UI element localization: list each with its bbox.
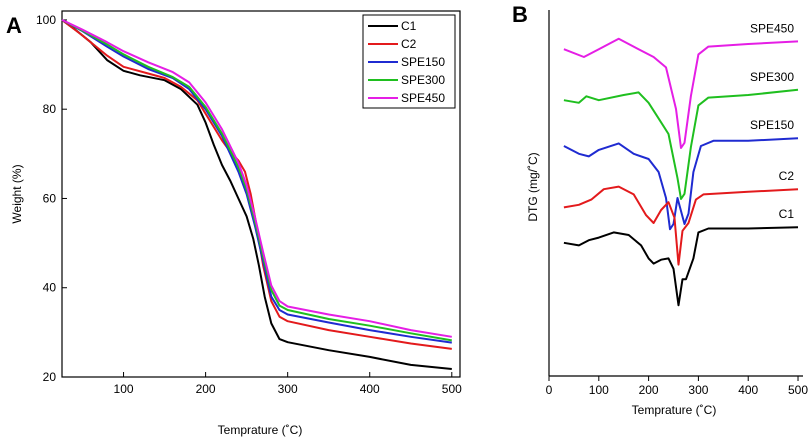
panel-b-xtick-label: 300 <box>688 383 708 397</box>
legend-label-spe450: SPE450 <box>401 91 445 105</box>
panel-a-axis-ticks: 100 200 300 400 500 20 40 60 80 100 <box>36 13 462 396</box>
dtg-curve-c1 <box>563 226 799 307</box>
panel-b: B 0 100 200 300 400 500 SPE450 SPE300 SPE150 C2 C… <box>512 2 808 417</box>
legend-label-spe300: SPE300 <box>401 73 445 87</box>
panel-b-xtick-label: 200 <box>639 383 659 397</box>
panel-a-xtick-label: 400 <box>360 382 380 396</box>
panel-a-ylabel: Weight (%) <box>10 164 24 223</box>
panel-a-xtick-label: 100 <box>114 382 134 396</box>
curve-label-c2: C2 <box>779 169 795 183</box>
panel-b-series-group <box>563 37 799 307</box>
panel-a: A 100 200 300 400 500 20 40 60 80 100 Temprature … <box>6 10 462 437</box>
curve-label-spe300: SPE300 <box>750 70 794 84</box>
panel-b-xlabel: Temprature (˚C) <box>632 403 717 417</box>
panel-a-ytick-label: 40 <box>43 281 57 295</box>
panel-b-axis-ticks: 0 100 200 300 400 500 <box>546 376 808 397</box>
panel-a-label: A <box>6 13 22 38</box>
series-line-spe450 <box>61 18 452 338</box>
panel-a-xtick-label: 200 <box>196 382 216 396</box>
panel-a-ytick-label: 60 <box>43 191 57 205</box>
panel-a-legend-entries: C1 C2 SPE150 SPE300 SPE450 <box>368 19 445 105</box>
series-line-spe150 <box>61 19 452 344</box>
legend-label-spe150: SPE150 <box>401 55 445 69</box>
panel-a-legend: C1 C2 SPE150 SPE300 SPE450 <box>362 14 456 109</box>
panel-a-frame <box>61 10 461 378</box>
panel-b-ylabel: DTG (mg/˚C) <box>526 152 540 221</box>
panel-b-curve-labels: SPE450 SPE300 SPE150 C2 C1 <box>750 21 794 221</box>
panel-a-series-group <box>61 18 452 370</box>
panel-b-xtick-label: 500 <box>788 383 808 397</box>
panel-a-ytick-label: 100 <box>36 13 56 27</box>
dtg-curve-spe150 <box>563 137 799 231</box>
panel-b-label: B <box>512 2 528 27</box>
curve-label-spe150: SPE150 <box>750 118 794 132</box>
dtg-curve-c2 <box>563 185 799 266</box>
curve-label-c1: C1 <box>779 207 795 221</box>
dtg-curve-spe300 <box>563 88 799 200</box>
series-line-spe300 <box>61 19 452 342</box>
panel-a-xlabel: Temprature (˚C) <box>218 423 303 437</box>
panel-a-xtick-label: 300 <box>278 382 298 396</box>
dtg-curve-spe450 <box>563 37 799 149</box>
panel-b-xtick-label: 400 <box>738 383 758 397</box>
panel-a-ytick-label: 20 <box>43 370 57 384</box>
panel-b-xtick-label: 100 <box>589 383 609 397</box>
legend-label-c2: C2 <box>401 37 417 51</box>
panel-a-ytick-label: 80 <box>43 102 57 116</box>
panel-a-xtick-label: 500 <box>442 382 462 396</box>
curve-label-spe450: SPE450 <box>750 21 794 35</box>
panel-b-xtick-label: 0 <box>546 383 553 397</box>
legend-label-c1: C1 <box>401 19 417 33</box>
series-line-c1 <box>61 19 452 370</box>
